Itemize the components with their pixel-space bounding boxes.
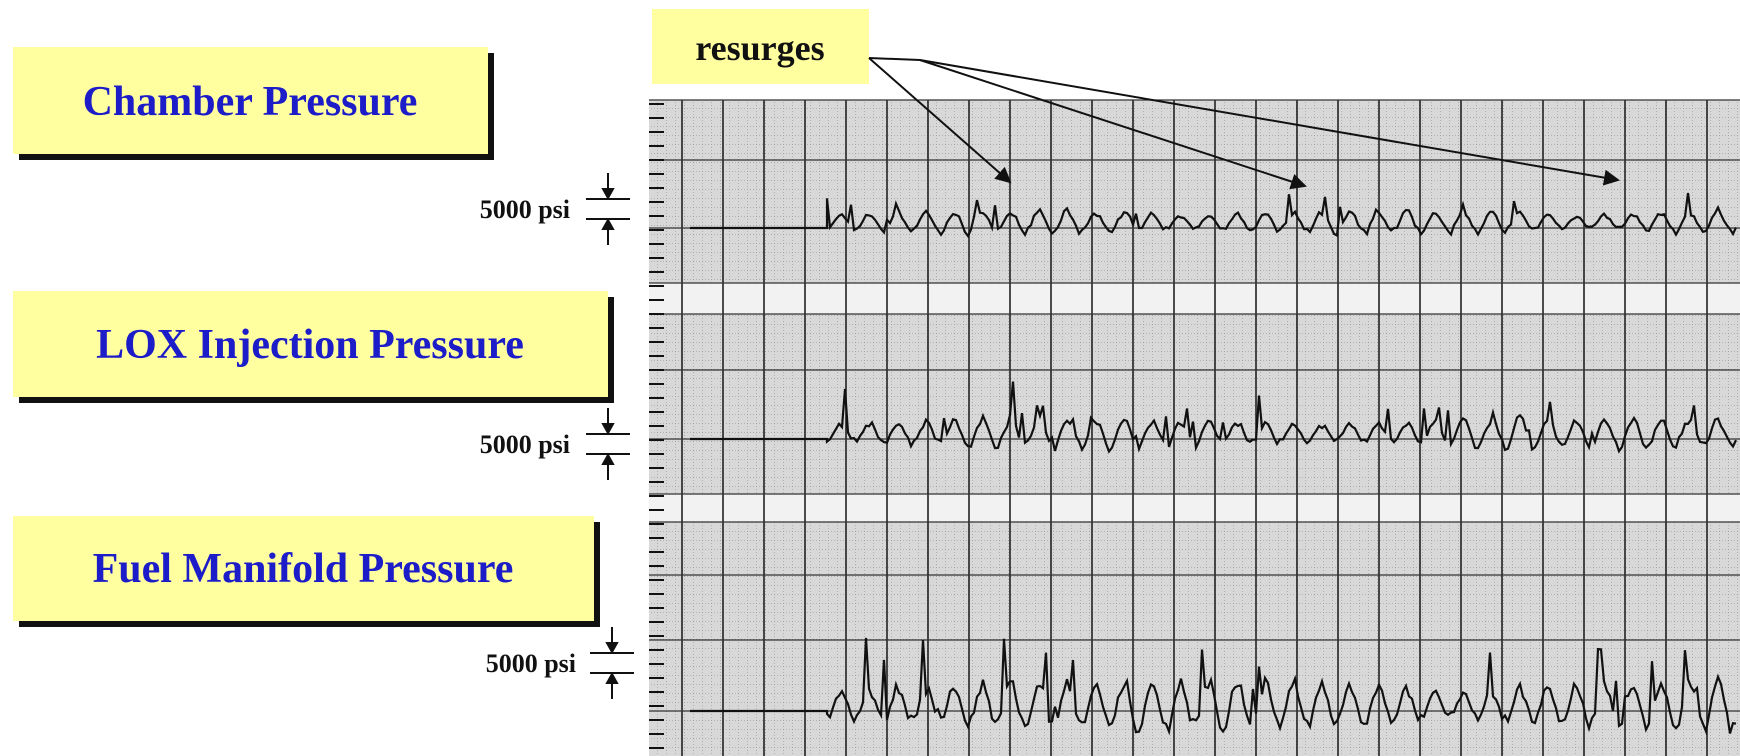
scale-bracket — [586, 173, 630, 245]
chart-band — [649, 314, 1740, 494]
trace-title: LOX Injection Pressure — [96, 322, 524, 368]
bracket-arrow — [603, 424, 613, 433]
trace-title: Chamber Pressure — [83, 79, 418, 125]
chart-band — [649, 100, 1740, 283]
scale-label: 5000 psi — [480, 430, 570, 459]
title-box: Fuel Manifold Pressure — [13, 516, 600, 627]
figure: Chamber Pressure LOX Injection Pressure … — [0, 0, 1740, 756]
scale-label: 5000 psi — [480, 195, 570, 224]
scale-label: 5000 psi — [486, 649, 576, 678]
chart-band — [649, 522, 1740, 756]
chart-gap — [649, 494, 1740, 522]
chart-gap — [649, 283, 1740, 314]
bracket-arrow — [603, 220, 613, 229]
title-box: LOX Injection Pressure — [13, 291, 614, 403]
title-box: Chamber Pressure — [13, 47, 494, 160]
bracket-arrow — [607, 643, 617, 652]
bracket-arrow — [603, 455, 613, 464]
bracket-arrow — [607, 674, 617, 683]
trace-title: Fuel Manifold Pressure — [93, 546, 514, 592]
bracket-arrow — [603, 189, 613, 198]
strip-chart — [649, 100, 1740, 756]
scale-bracket — [586, 408, 630, 480]
scale-bracket — [590, 627, 634, 699]
callout-label: resurges — [695, 28, 824, 68]
